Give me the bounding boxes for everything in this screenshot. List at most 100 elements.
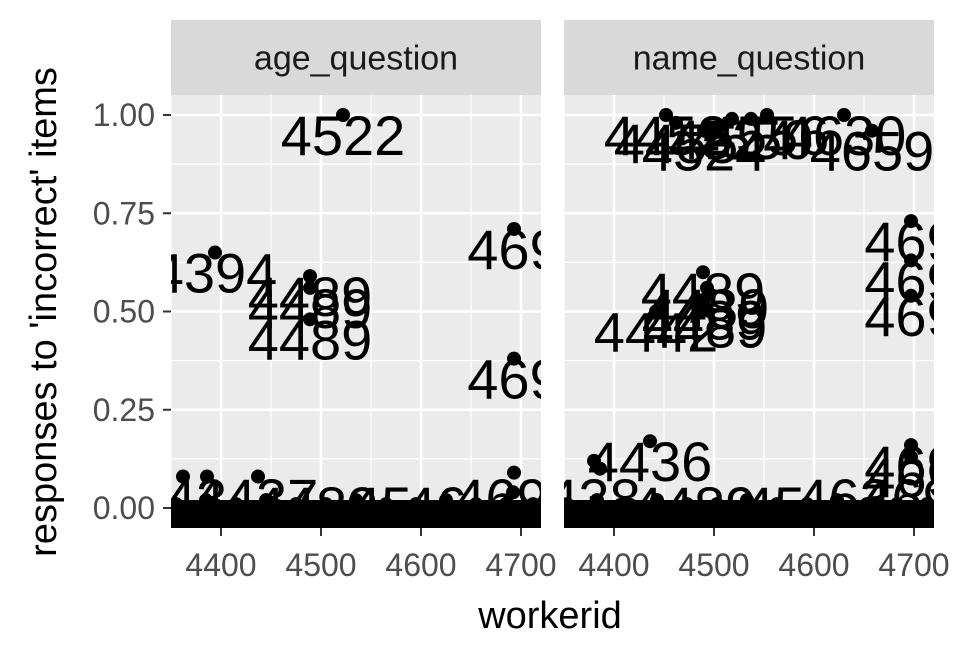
point-label: 469 — [864, 249, 956, 312]
data-point — [304, 501, 318, 515]
point-label: 4442 — [594, 301, 719, 364]
point-label: 45 — [743, 475, 805, 538]
data-point — [830, 493, 844, 508]
data-point — [605, 501, 619, 515]
point-label: 4489 — [641, 261, 766, 324]
data-point — [439, 493, 453, 508]
data-point — [303, 280, 317, 295]
data-point — [184, 501, 198, 515]
point-label: 4524 — [642, 120, 767, 183]
point-label: 4489 — [248, 277, 373, 340]
data-point — [620, 497, 634, 512]
point-label: 4489 — [254, 475, 379, 538]
point-label: 469 — [864, 434, 956, 497]
point-label: 438 — [547, 467, 640, 530]
point-label: 4489 — [248, 308, 373, 371]
data-point — [845, 501, 859, 515]
data-point — [364, 501, 378, 515]
point-label: 4524 — [670, 108, 795, 171]
data-point — [744, 111, 758, 126]
data-point — [229, 497, 243, 512]
data-point — [698, 300, 712, 315]
x-tick-label: 4500 — [285, 547, 356, 583]
y-tick-label: 0.75 — [93, 195, 155, 231]
data-point — [635, 501, 649, 515]
data-point — [904, 449, 918, 464]
data-point — [837, 108, 851, 122]
data-point — [394, 501, 408, 515]
data-point — [334, 501, 348, 515]
data-point — [800, 497, 814, 512]
facet-strip-label: name_question — [633, 40, 866, 78]
y-tick-label: 1.00 — [93, 97, 155, 133]
data-point — [454, 501, 468, 515]
data-point — [514, 501, 528, 515]
data-point — [725, 111, 739, 126]
data-point — [507, 351, 521, 366]
data-point — [643, 434, 657, 449]
point-label: 4556 — [705, 104, 830, 167]
point-label: 4522 — [281, 104, 406, 167]
data-point — [214, 501, 228, 515]
data-point — [755, 501, 769, 515]
data-point — [564, 497, 574, 512]
data-point — [244, 501, 258, 515]
data-point — [904, 288, 918, 303]
data-point — [506, 485, 520, 500]
data-point — [740, 493, 754, 508]
data-point — [424, 501, 438, 515]
data-point — [710, 497, 724, 512]
point-label: 4489 — [632, 475, 757, 538]
point-label: 4630 — [782, 104, 907, 167]
x-tick-label: 4600 — [385, 547, 456, 583]
point-label: 4489 — [248, 265, 373, 328]
facet-panel-age_question: age_question4522439444894489448946946943… — [153, 20, 560, 538]
data-point — [251, 469, 265, 484]
data-point — [865, 123, 879, 138]
point-label: 463 — [797, 467, 890, 530]
point-label: 4394 — [153, 242, 278, 305]
data-point — [875, 501, 889, 515]
data-point — [770, 497, 784, 512]
point-label: 469 — [467, 218, 560, 281]
data-point — [319, 497, 333, 512]
data-point — [171, 497, 183, 512]
point-label: 469 — [864, 210, 956, 273]
point-label: 4436 — [588, 430, 713, 493]
x-tick-label: 4700 — [878, 547, 949, 583]
y-tick-label: 0.50 — [93, 294, 155, 330]
data-point — [259, 493, 273, 508]
x-tick-label: 4500 — [678, 547, 749, 583]
point-label: 46 — [405, 475, 467, 538]
point-label: 45 — [350, 475, 412, 538]
y-tick-label: 0.00 — [93, 490, 155, 526]
data-point — [526, 497, 540, 512]
x-tick-label: 4700 — [485, 547, 556, 583]
data-point — [649, 304, 663, 319]
y-axis-title: responses to 'incorrect' items — [23, 67, 65, 557]
x-tick-label: 4400 — [185, 547, 256, 583]
data-point — [208, 245, 222, 260]
point-label: 4550 — [689, 108, 814, 171]
data-point — [659, 108, 673, 122]
data-point — [590, 493, 604, 508]
data-point — [700, 280, 714, 295]
data-point — [650, 493, 664, 508]
point-label: 469 — [864, 446, 956, 509]
data-point — [904, 214, 918, 229]
x-axis-title: workerid — [477, 595, 622, 637]
data-point — [860, 497, 874, 512]
point-label: 469 — [454, 467, 547, 530]
data-point — [199, 493, 213, 508]
point-label: 469 — [467, 348, 560, 411]
data-point — [725, 501, 739, 515]
point-label: 4489 — [643, 297, 768, 360]
y-tick-label: 0.25 — [93, 392, 155, 428]
data-point — [409, 497, 423, 512]
point-label: 469 — [860, 467, 953, 530]
data-point — [303, 312, 317, 327]
data-point — [575, 501, 589, 515]
data-point — [499, 497, 513, 512]
data-point — [469, 497, 483, 512]
